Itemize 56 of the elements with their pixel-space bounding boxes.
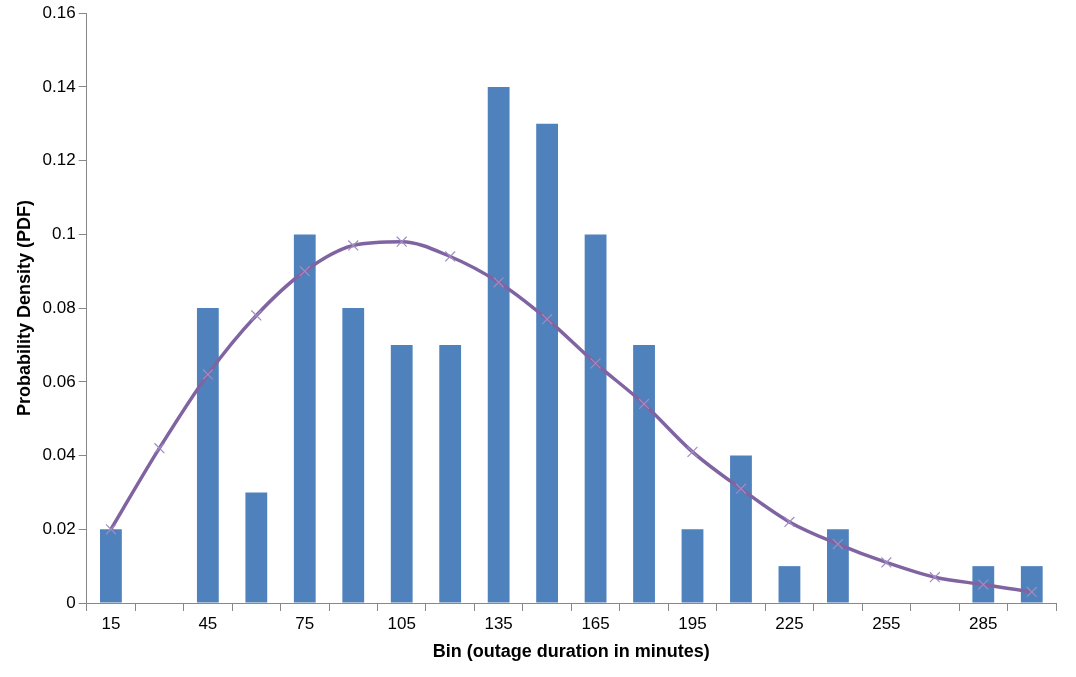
bar [390, 344, 413, 603]
y-tick-label: 0.02 [42, 518, 76, 538]
bar [827, 529, 849, 603]
bar [633, 344, 655, 603]
bar [293, 234, 316, 603]
y-tick-label: 0.12 [42, 150, 76, 170]
point [735, 483, 747, 495]
bar [342, 308, 365, 603]
point [299, 265, 311, 277]
x-axis-title: Bin (outage duration in minutes) [432, 641, 710, 662]
bar [536, 123, 559, 603]
point [347, 239, 359, 251]
point [929, 571, 941, 583]
y-tick-label: 0.08 [42, 297, 76, 317]
bar [245, 492, 268, 603]
bar [439, 344, 462, 603]
bar [778, 566, 801, 603]
point [541, 313, 553, 325]
x-tick-label: 135 [484, 613, 513, 633]
x-tick-label: 165 [581, 613, 610, 633]
y-tick-label: 0.16 [42, 2, 76, 22]
y-tick-label: 0.06 [42, 371, 76, 391]
point [396, 236, 408, 248]
point [832, 538, 844, 550]
point [1026, 586, 1038, 598]
point [153, 442, 165, 454]
bar [681, 529, 704, 603]
bar [730, 455, 752, 603]
y-axis-title: Probability Density (PDF) [13, 200, 34, 417]
bar [100, 529, 122, 603]
x-tick-label: 255 [872, 613, 901, 633]
y-tick-label: 0.1 [52, 224, 76, 244]
bar [487, 86, 510, 603]
point [250, 309, 262, 322]
y-tick-label: 0.14 [42, 76, 76, 96]
x-tick-label: 225 [775, 613, 804, 633]
y-tick-label: 0 [66, 592, 76, 612]
bar [1020, 566, 1043, 603]
point [105, 523, 117, 535]
bar [196, 308, 219, 603]
point [590, 357, 602, 369]
x-tick-label: 45 [198, 613, 218, 633]
point [638, 398, 650, 410]
point [493, 276, 505, 288]
x-tick-label: 15 [101, 613, 121, 633]
x-tick-label: 105 [387, 613, 416, 633]
point [880, 556, 892, 568]
point [686, 446, 699, 458]
x-tick-label: 75 [295, 613, 315, 633]
point [783, 516, 795, 528]
x-tick-label: 285 [969, 613, 998, 633]
point [202, 368, 214, 380]
y-tick-label: 0.04 [42, 445, 76, 465]
bar [584, 234, 607, 603]
point [444, 250, 456, 263]
x-tick-label: 195 [678, 613, 707, 633]
